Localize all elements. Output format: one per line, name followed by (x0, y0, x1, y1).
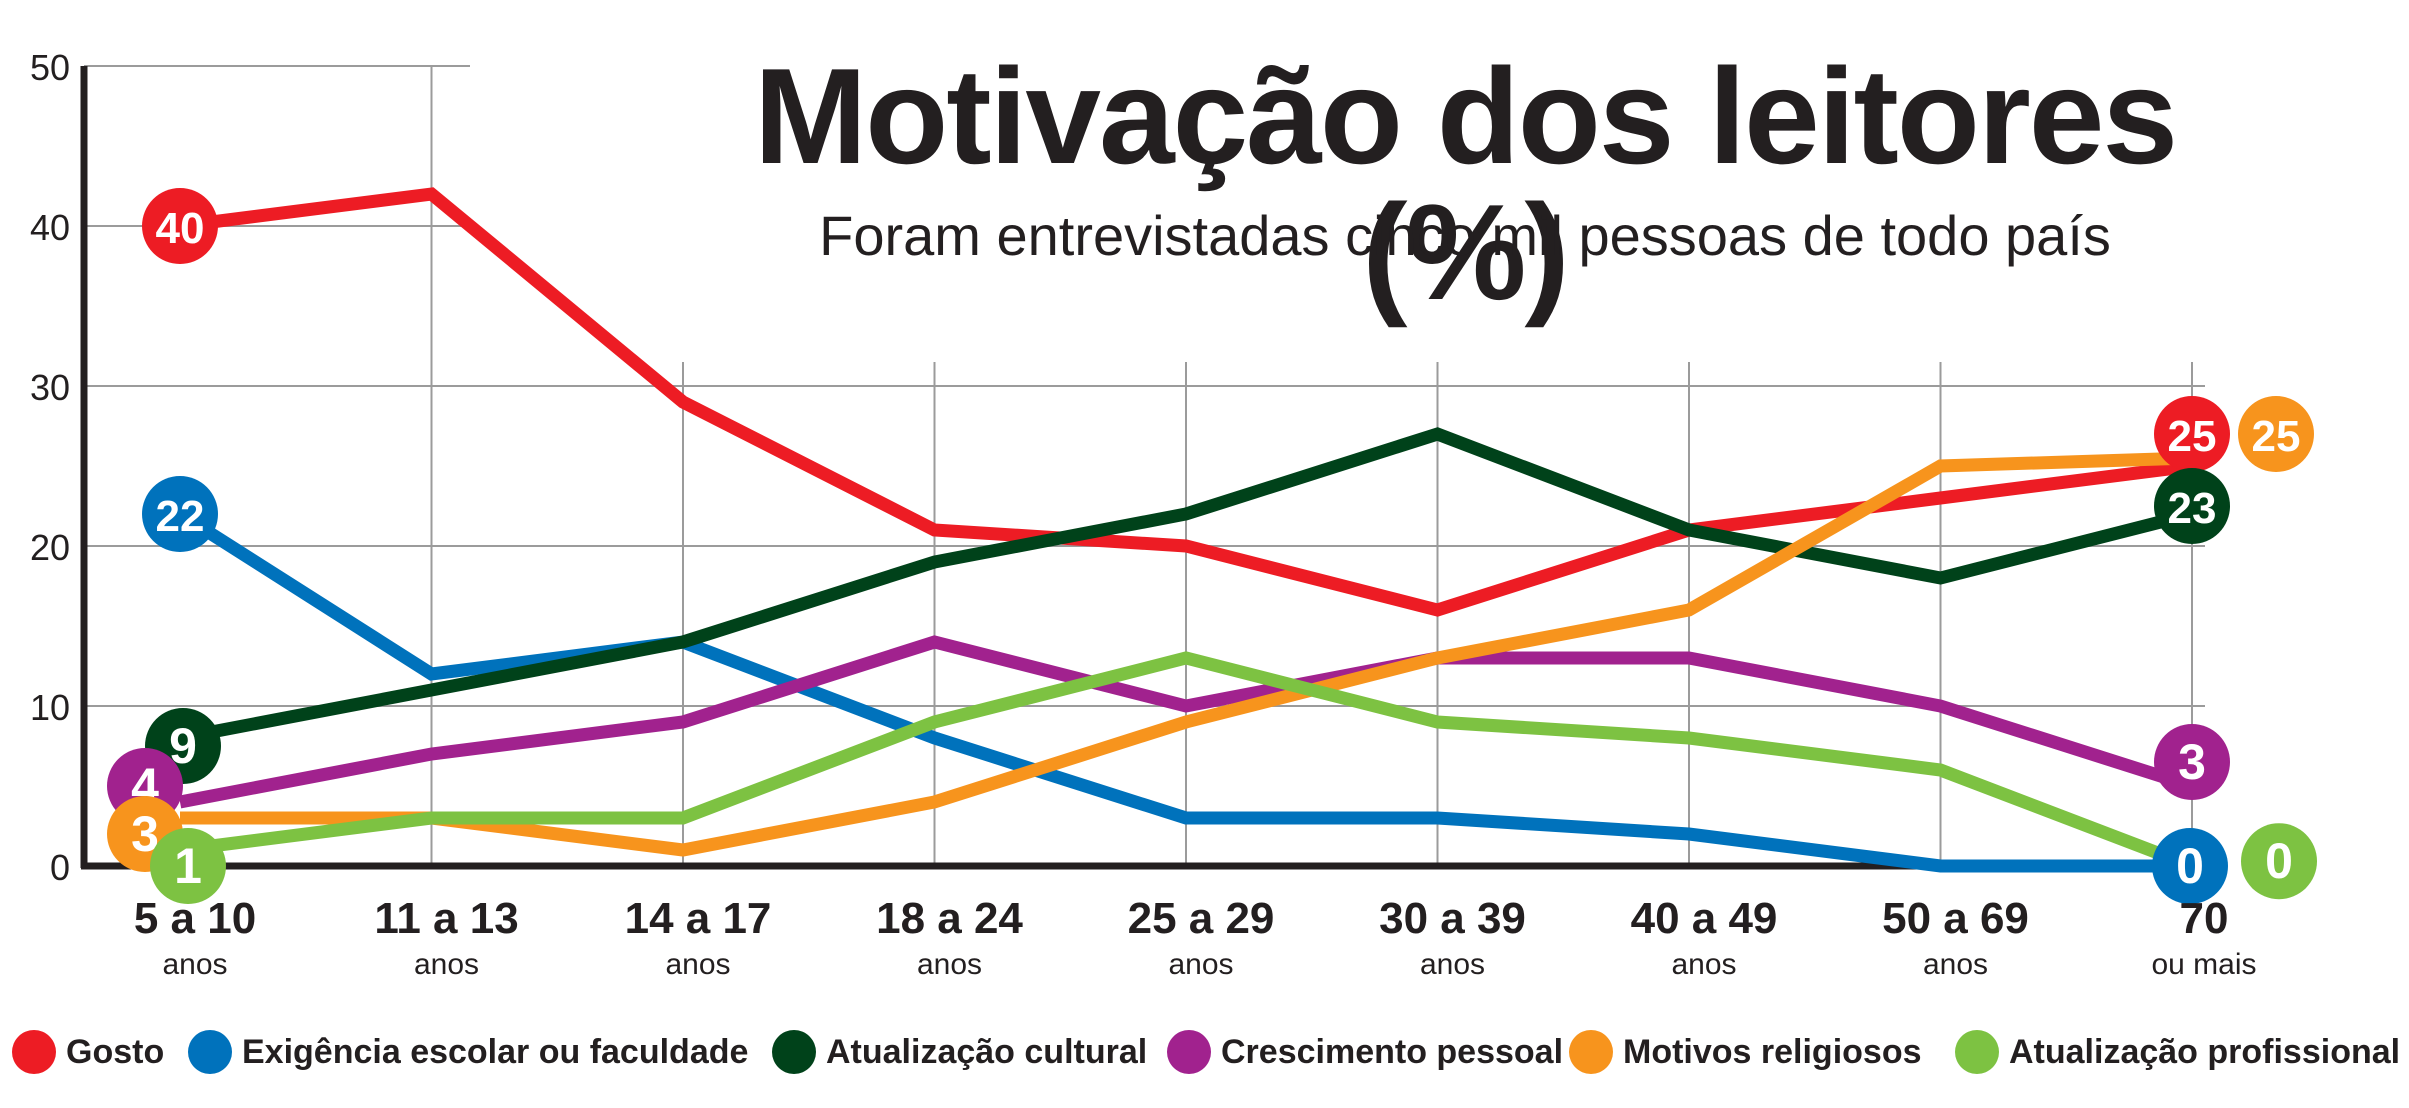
svg-text:40: 40 (156, 204, 205, 253)
legend-swatch (772, 1030, 816, 1074)
x-tick-label: 30 a 39 (1379, 894, 1526, 943)
y-tick-label: 20 (30, 527, 70, 568)
last-value-badge: 25 (2238, 396, 2314, 472)
x-axis-labels: 5 a 10 anos 11 a 13 anos 14 a 17 anos 18 a 24 a… (134, 894, 2257, 981)
x-tick-label: 50 a 69 (1882, 894, 2029, 943)
y-tick-label: 50 (30, 47, 70, 88)
series-line-1 (176, 508, 2192, 873)
legend-label: Exigência escolar ou faculdade (242, 1032, 749, 1071)
legend-item: Atualização cultural (772, 1028, 1147, 1076)
x-tick-sublabel: ou mais (2151, 948, 2256, 981)
series-line-5 (179, 651, 2195, 873)
series-lines (176, 187, 2195, 873)
legend-label: Atualização profissional (2009, 1032, 2401, 1071)
y-axis-labels: 0 10 20 30 40 50 (30, 47, 70, 888)
legend-swatch (1167, 1030, 1211, 1074)
first-value-badge: 1 (150, 828, 226, 904)
first-value-badge: 40 (142, 188, 218, 264)
legend-item: Crescimento pessoal (1167, 1028, 1563, 1076)
svg-text:0: 0 (2176, 838, 2204, 894)
svg-text:25: 25 (2168, 412, 2217, 461)
x-tick-label: 70 (2180, 894, 2229, 943)
legend-swatch (1955, 1030, 1999, 1074)
x-tick-sublabel: anos (414, 948, 479, 981)
y-tick-label: 40 (30, 207, 70, 248)
chart-title: Motivação dos leitores (%) (753, 40, 2178, 328)
x-tick-label: 5 a 10 (134, 894, 256, 943)
last-value-badge: 0 (2152, 828, 2228, 904)
legend: Gosto Exigência escolar ou faculdade Atual… (12, 1028, 2402, 1076)
legend-label: Atualização cultural (826, 1032, 1148, 1071)
x-tick-sublabel: anos (1923, 948, 1988, 981)
y-tick-label: 0 (50, 847, 70, 888)
x-tick-label: 25 a 29 (1128, 894, 1275, 943)
legend-swatch (12, 1030, 56, 1074)
last-value-badge: 0 (2241, 823, 2317, 900)
legend-item: Gosto (12, 1028, 164, 1076)
svg-text:25: 25 (2252, 412, 2301, 461)
legend-item: Exigência escolar ou faculdade (188, 1028, 748, 1076)
x-tick-label: 40 a 49 (1631, 894, 1778, 943)
legend-swatch (1569, 1030, 1613, 1074)
chart-subtitle: Foram entrevistadas cinco mil pessoas de… (819, 204, 2111, 267)
svg-text:23: 23 (2168, 484, 2217, 533)
x-tick-sublabel: anos (665, 948, 730, 981)
legend-item: Motivos religiosos (1569, 1028, 1922, 1076)
series-line-2 (178, 427, 2194, 745)
x-tick-sublabel: anos (1420, 948, 1485, 981)
x-tick-sublabel: anos (162, 948, 227, 981)
x-tick-sublabel: anos (917, 948, 982, 981)
x-tick-label: 14 a 17 (625, 894, 772, 943)
axes (80, 66, 2205, 870)
svg-text:1: 1 (174, 838, 202, 894)
y-tick-label: 10 (30, 687, 70, 728)
series-line-3 (178, 635, 2194, 809)
legend-label: Motivos religiosos (1623, 1032, 1922, 1071)
svg-text:0: 0 (2265, 833, 2293, 889)
x-tick-label: 11 a 13 (374, 894, 518, 943)
legend-label: Gosto (66, 1032, 165, 1071)
legend-label: Crescimento pessoal (1221, 1032, 1564, 1071)
legend-item: Atualização profissional (1955, 1028, 2400, 1076)
x-tick-sublabel: anos (1671, 948, 1736, 981)
grid-lines (84, 65, 2205, 866)
legend-swatch (188, 1030, 232, 1074)
first-value-badge: 22 (142, 476, 218, 552)
y-tick-label: 30 (30, 367, 70, 408)
last-value-badge: 23 (2154, 468, 2230, 544)
series-line-4 (180, 451, 2193, 857)
last-value-badge: 25 (2154, 396, 2230, 472)
svg-text:22: 22 (156, 492, 205, 541)
x-tick-sublabel: anos (1168, 948, 1233, 981)
last-value-badge: 3 (2154, 724, 2230, 800)
x-tick-label: 18 a 24 (876, 894, 1023, 943)
svg-text:3: 3 (2178, 734, 2206, 790)
